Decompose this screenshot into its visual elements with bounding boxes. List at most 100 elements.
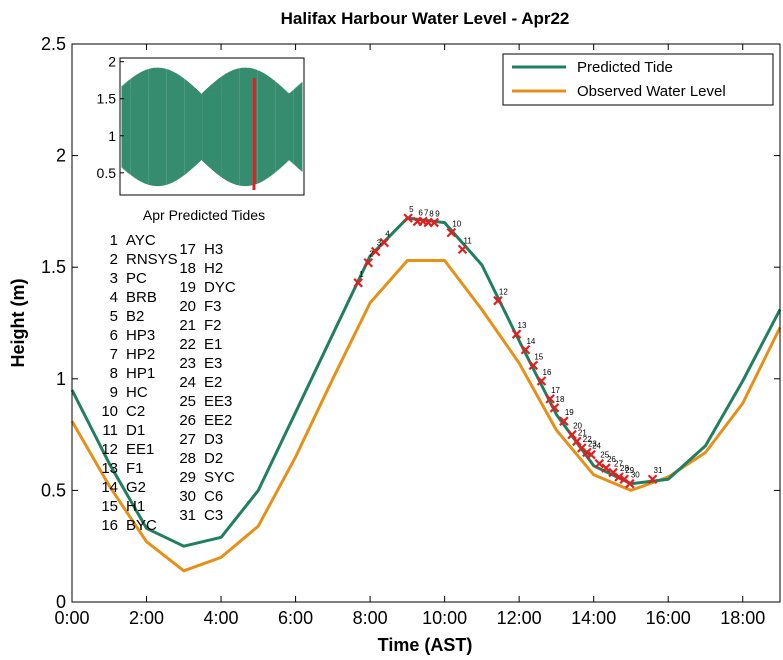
marker-stroke	[457, 244, 468, 255]
inset-y-tick-label: 1	[108, 128, 116, 144]
station-marker: 25	[594, 451, 610, 469]
marker-stroke	[370, 246, 381, 257]
station-marker-label: 30	[631, 471, 640, 480]
station-marker: 3	[370, 239, 382, 257]
station-marker-label: 26	[607, 455, 616, 464]
station-marker-label: 7	[424, 208, 429, 217]
station-marker-label: 21	[578, 428, 587, 437]
station-marker-label: 24	[592, 442, 601, 451]
station-marker-label: 3	[377, 239, 382, 248]
station-marker: 15	[528, 352, 544, 371]
marker-stroke	[379, 237, 390, 248]
station-marker: 17	[545, 386, 561, 404]
station-marker: 2	[363, 250, 374, 268]
station-marker: 16	[536, 368, 552, 386]
station-marker-label: 5	[409, 205, 414, 214]
x-tick-label: 10:00	[422, 608, 467, 628]
inset-y-tick-label: 1.5	[97, 91, 117, 107]
station-marker: 9	[429, 210, 440, 228]
station-marker-label: 6	[418, 208, 423, 217]
station-marker-label: 8	[429, 210, 434, 219]
marker-stroke	[403, 213, 413, 223]
predicted-tide-line	[70, 216, 782, 548]
station-marker-label: 4	[385, 230, 390, 239]
station-marker-label: 17	[551, 386, 560, 395]
marker-stroke	[594, 458, 605, 469]
marker-stroke	[647, 474, 658, 485]
marker-stroke	[614, 472, 624, 482]
y-axis-label: Height (m)	[8, 279, 28, 368]
inset-y-tick-label: 0.5	[97, 165, 117, 181]
station-marker-label: 27	[614, 460, 623, 469]
station-marker-label: 1	[359, 270, 364, 279]
station-marker-label: 18	[556, 395, 565, 404]
station-marker: 31	[647, 466, 663, 485]
station-marker: 28	[614, 464, 629, 482]
station-marker-label: 9	[435, 210, 440, 219]
station-marker: 4	[379, 230, 390, 248]
inset-frame	[119, 57, 305, 196]
station-marker-label: 15	[534, 352, 543, 361]
marker-stroke	[429, 217, 439, 228]
chart-title: Halifax Harbour Water Level - Apr22	[281, 9, 570, 28]
station-marker: 5	[403, 205, 414, 223]
marker-stroke	[586, 449, 596, 460]
inset-chart: 0.5 1 1.5 2 Apr Predicted Tides	[97, 54, 305, 223]
marker-stroke	[625, 478, 635, 489]
marker-stroke	[549, 403, 560, 413]
x-tick-label: 18:00	[720, 608, 765, 628]
legend-box	[502, 53, 774, 106]
legend-label-predicted: Predicted Tide	[577, 59, 673, 76]
station-marker: 20	[567, 422, 583, 440]
station-marker-label: 28	[620, 464, 629, 473]
station-marker-label: 12	[499, 288, 508, 297]
marker-stroke	[545, 394, 555, 404]
series-layer	[70, 216, 782, 573]
station-marker-label: 31	[654, 466, 663, 475]
station-marker: 13	[511, 321, 527, 339]
inset-y-ticks: 0.5 1 1.5 2	[97, 54, 124, 181]
x-tick-label: 2:00	[129, 608, 164, 628]
x-axis-ticks: 0:00 2:00 4:00 6:00 8:00 10:00 12:00 14:00 16:00…	[54, 44, 765, 628]
x-tick-label: 6:00	[278, 608, 313, 628]
station-marker-label: 22	[583, 435, 592, 444]
legend: Predicted Tide Observed Water Level	[502, 53, 774, 106]
station-marker: 1	[353, 270, 364, 288]
marker-stroke	[363, 257, 374, 268]
station-marker: 11	[457, 236, 473, 255]
x-tick-label: 8:00	[353, 608, 388, 628]
station-marker: 30	[625, 471, 640, 489]
inset-title: Apr Predicted Tides	[143, 207, 265, 223]
station-marker-label: 29	[625, 466, 634, 475]
station-marker-label: 14	[526, 337, 535, 346]
station-marker: 14	[520, 337, 536, 355]
marker-stroke	[601, 463, 611, 473]
marker-stroke	[446, 227, 457, 238]
x-axis-label: Time (AST)	[378, 635, 473, 655]
marker-stroke	[528, 360, 539, 371]
marker-stroke	[511, 329, 522, 339]
marker-stroke	[353, 278, 363, 288]
station-marker-label: 11	[464, 236, 473, 245]
station-marker: 19	[559, 408, 574, 426]
station-marker: 12	[493, 288, 508, 306]
station-marker-label: 10	[452, 220, 461, 229]
marker-stroke	[576, 443, 587, 453]
station-marker: 26	[601, 455, 616, 473]
y-tick-label: 1.5	[41, 257, 66, 277]
station-marker-label: 23	[588, 439, 597, 448]
y-tick-label: 0.5	[41, 480, 66, 500]
marker-stroke	[582, 447, 592, 458]
station-marker: 10	[446, 220, 462, 238]
y-tick-label: 1	[56, 369, 66, 389]
x-tick-label: 0:00	[54, 608, 89, 628]
y-axis-ticks: 0 0.5 1 1.5 2 2.5	[41, 34, 780, 612]
inset-tide-lines	[121, 67, 303, 187]
marker-stroke	[559, 416, 569, 426]
observed-water-level-line	[70, 259, 782, 573]
x-tick-label: 16:00	[646, 608, 691, 628]
x-tick-label: 4:00	[204, 608, 239, 628]
y-tick-label: 2.5	[41, 34, 66, 54]
station-marker-label: 16	[543, 368, 552, 377]
station-marker-label: 13	[518, 321, 527, 330]
